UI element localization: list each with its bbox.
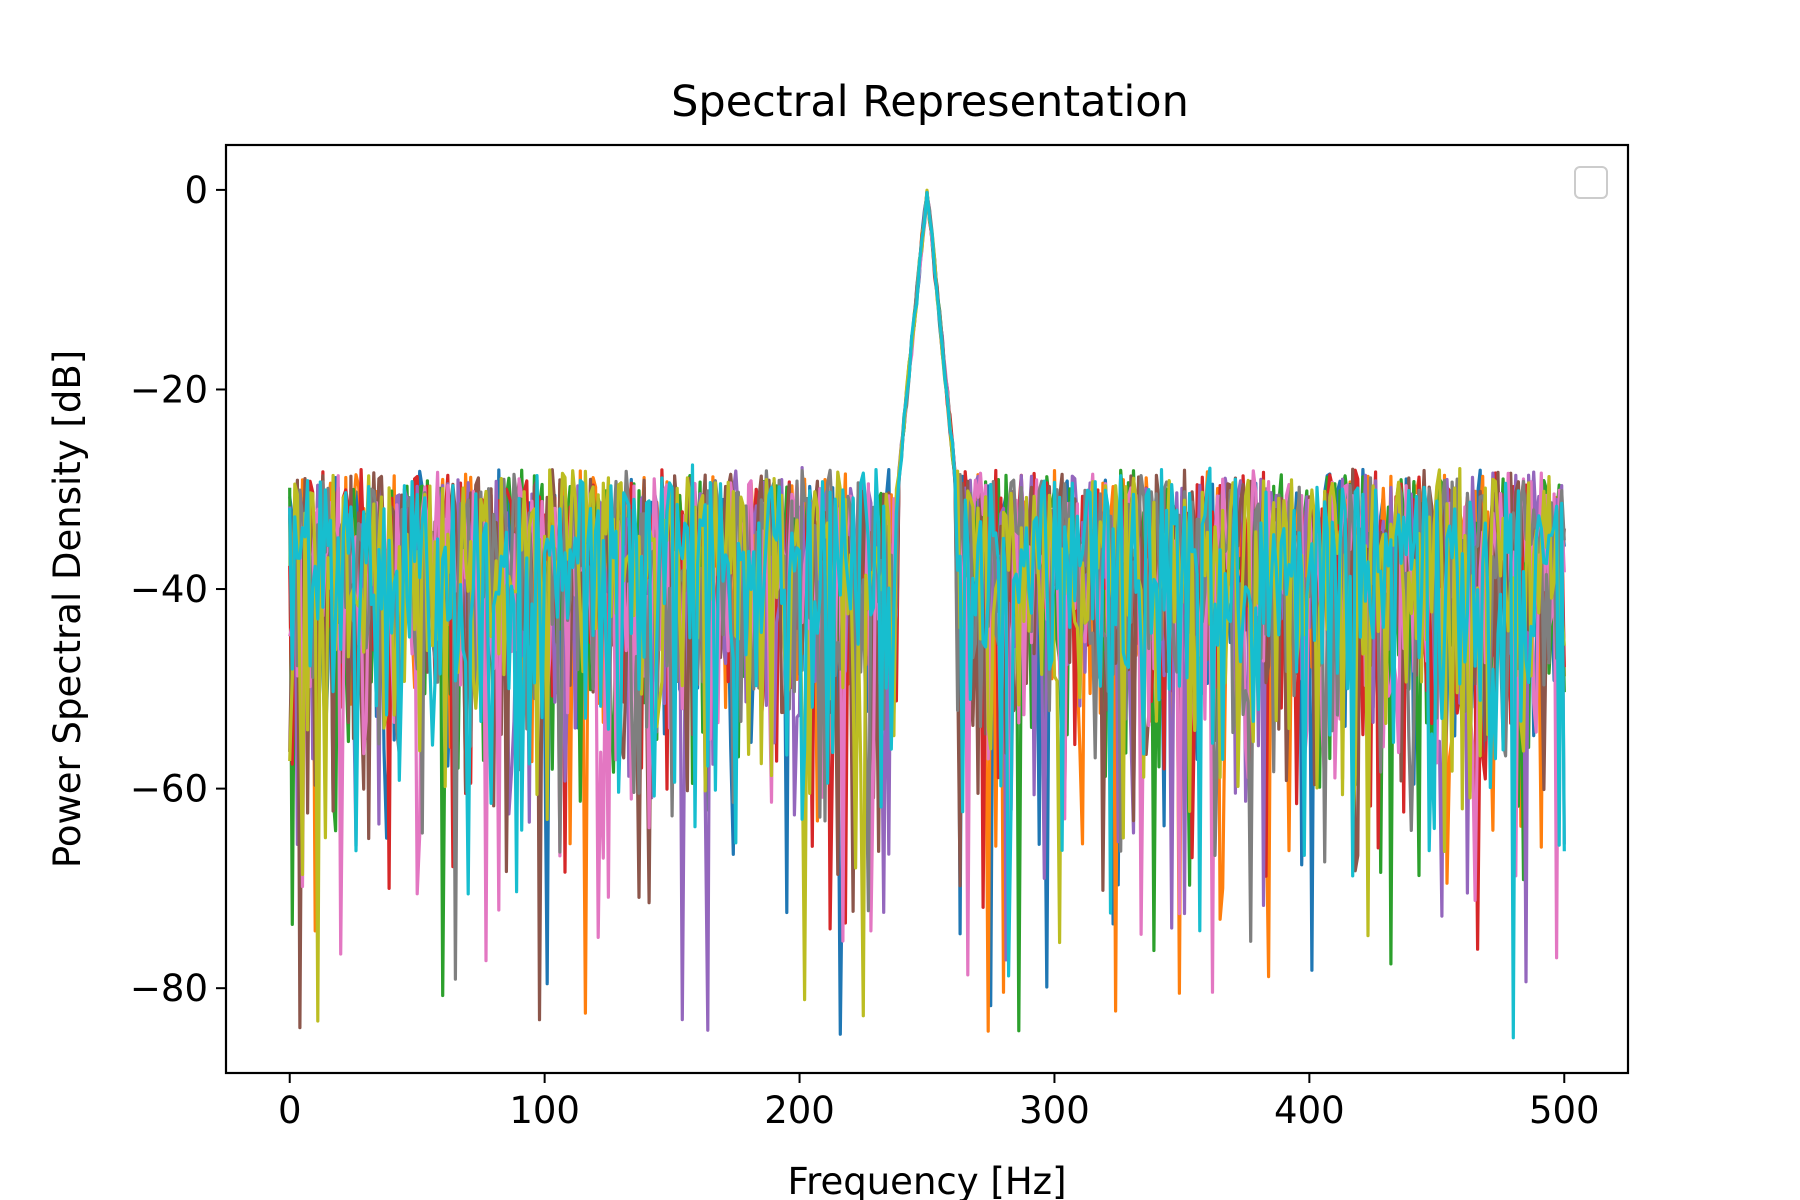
x-tick-label: 500 <box>1529 1089 1600 1132</box>
y-tick-label: −20 <box>130 368 208 411</box>
y-tick-label: −60 <box>130 768 208 811</box>
x-axis-ticks: 0 100 200 300 400 500 <box>278 1073 1600 1132</box>
y-tick-label: −40 <box>130 568 208 611</box>
y-tick-label: −80 <box>130 967 208 1010</box>
x-tick-label: 300 <box>1019 1089 1090 1132</box>
y-axis-ticks: 0 −20 −40 −60 −80 <box>130 169 226 1010</box>
series-line-10 <box>288 190 1566 1040</box>
x-tick-label: 200 <box>764 1089 835 1132</box>
legend-box <box>1574 166 1608 199</box>
series-layer <box>288 188 1566 1040</box>
plot-frame <box>224 143 1630 1075</box>
x-tick-label: 100 <box>509 1089 580 1132</box>
y-tick-label: 0 <box>184 169 208 212</box>
x-tick-label: 400 <box>1274 1089 1345 1132</box>
chart-title: Spectral Representation <box>671 77 1189 127</box>
x-axis-label: Frequency [Hz] <box>787 1160 1066 1200</box>
x-tick-label: 0 <box>278 1089 302 1132</box>
y-axis-label: Power Spectral Density [dB] <box>46 350 89 868</box>
